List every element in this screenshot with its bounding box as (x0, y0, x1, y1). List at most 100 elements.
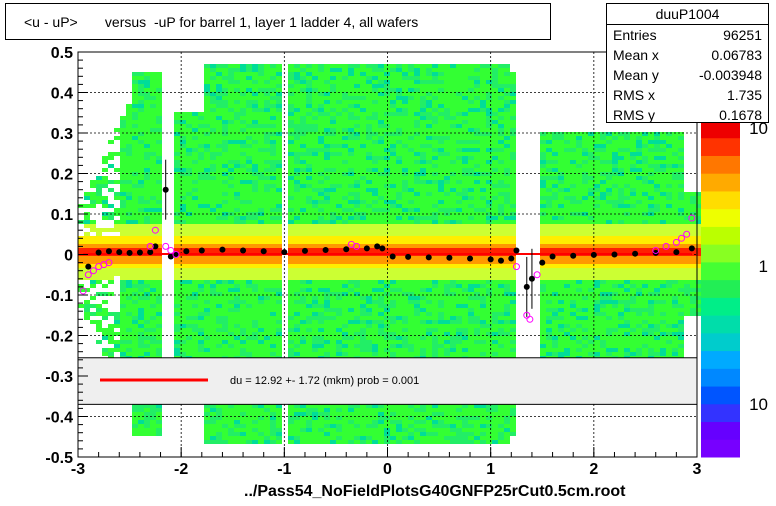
heat-cell (384, 292, 390, 296)
heat-cell (216, 316, 222, 320)
heat-cell (450, 196, 456, 200)
heat-cell (204, 292, 210, 296)
heat-cell (390, 132, 396, 136)
heat-cell (414, 196, 420, 200)
heat-cell (228, 236, 234, 240)
heat-cell (234, 304, 240, 308)
heat-cell (432, 68, 438, 72)
heat-cell (318, 124, 324, 128)
heat-cell (192, 340, 198, 344)
heat-cell (408, 324, 414, 328)
heat-cell (396, 432, 402, 436)
heat-cell (378, 200, 384, 204)
heat-cell (402, 116, 408, 120)
heat-cell (210, 112, 216, 116)
heat-cell (330, 236, 336, 240)
heat-cell (240, 340, 246, 344)
heat-cell (426, 288, 432, 292)
heat-cell (288, 308, 294, 312)
heat-cell (402, 284, 408, 288)
heat-cell (222, 184, 228, 188)
heat-cell (156, 124, 162, 128)
heat-cell (228, 220, 234, 224)
heat-cell (378, 280, 384, 284)
heat-cell (426, 296, 432, 300)
heat-cell (366, 244, 372, 248)
heat-cell (420, 152, 426, 156)
heat-cell (288, 232, 294, 236)
heat-cell (324, 100, 330, 104)
heat-cell (312, 232, 318, 236)
heat-cell (84, 268, 90, 272)
heat-cell (288, 132, 294, 136)
heat-cell (330, 152, 336, 156)
heat-cell (216, 112, 222, 116)
heat-cell (264, 300, 270, 304)
heat-cell (432, 224, 438, 228)
heat-cell (270, 88, 276, 92)
heat-cell (354, 196, 360, 200)
heat-cell (408, 160, 414, 164)
heat-cell (288, 264, 294, 268)
heat-cell (216, 216, 222, 220)
heat-cell (252, 236, 258, 240)
heat-cell (390, 144, 396, 148)
heat-cell (132, 80, 138, 84)
heat-cell (276, 208, 282, 212)
heat-cell (414, 316, 420, 320)
heat-cell (96, 236, 102, 240)
heat-cell (210, 192, 216, 196)
heat-cell (426, 100, 432, 104)
heat-cell (222, 328, 228, 332)
heat-cell (132, 88, 138, 92)
heat-cell (276, 308, 282, 312)
heat-cell (384, 248, 390, 252)
heat-cell (228, 208, 234, 212)
heat-cell (126, 316, 132, 320)
heat-cell (414, 324, 420, 328)
heat-cell (324, 416, 330, 420)
heat-cell (306, 76, 312, 80)
heat-cell (234, 432, 240, 436)
heat-cell (432, 168, 438, 172)
heat-cell (150, 228, 156, 232)
heat-cell (276, 276, 282, 280)
heat-cell (270, 172, 276, 176)
heat-cell (414, 320, 420, 324)
heat-cell (300, 104, 306, 108)
heat-cell (390, 76, 396, 80)
heat-cell (222, 332, 228, 336)
heat-cell (384, 332, 390, 336)
heat-cell (312, 208, 318, 212)
heat-cell (318, 116, 324, 120)
heat-cell (216, 108, 222, 112)
heat-cell (354, 104, 360, 108)
heat-cell (432, 120, 438, 124)
heat-cell (408, 272, 414, 276)
heat-cell (120, 340, 126, 344)
heat-cell (306, 144, 312, 148)
heat-cell (354, 76, 360, 80)
heat-cell (426, 248, 432, 252)
heat-cell (420, 68, 426, 72)
heat-cell (294, 100, 300, 104)
heat-cell (210, 436, 216, 440)
heat-cell (354, 404, 360, 408)
heat-cell (96, 272, 102, 276)
heat-cell (354, 204, 360, 208)
heat-cell (384, 68, 390, 72)
heat-cell (210, 416, 216, 420)
heat-cell (336, 64, 342, 68)
heat-cell (336, 144, 342, 148)
heat-cell (90, 220, 96, 224)
heat-cell (180, 160, 186, 164)
heat-cell (312, 264, 318, 268)
heat-cell (408, 336, 414, 340)
heat-cell (366, 92, 372, 96)
heat-cell (228, 136, 234, 140)
heat-cell (450, 152, 456, 156)
heat-cell (348, 232, 354, 236)
heat-cell (264, 180, 270, 184)
heat-cell (354, 260, 360, 264)
heat-cell (252, 76, 258, 80)
